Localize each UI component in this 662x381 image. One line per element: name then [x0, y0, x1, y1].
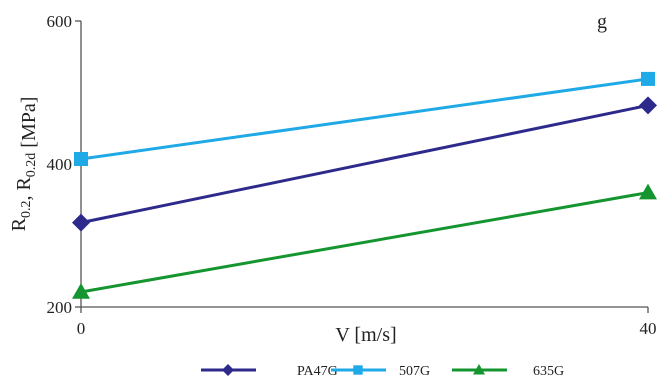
data-point-635G-0 — [72, 282, 90, 299]
y-tick-label: 200 — [47, 298, 73, 317]
y-axis-title: R0.2, R0.2d [MPa] — [8, 97, 40, 232]
y-tick-label: 400 — [47, 155, 73, 174]
legend-label: 507G — [399, 364, 430, 379]
chart-title-fragment: g — [597, 11, 607, 33]
legend-label: 635G — [533, 364, 564, 379]
legend-swatch-marker — [473, 364, 485, 375]
x-axis-title: V [m/s] — [335, 324, 396, 346]
legend-swatch-marker — [222, 364, 234, 376]
legend-label: PA47G — [297, 364, 338, 379]
x-tick-label: 40 — [640, 319, 657, 338]
legend-entry-635G: 635G — [452, 364, 564, 379]
series-layer — [72, 71, 657, 299]
data-point-507G-1 — [640, 71, 656, 86]
legend-entry-507G: 507G — [331, 364, 430, 379]
series-PA47G — [72, 96, 657, 232]
x-axis-ticks: 0 40 — [77, 307, 657, 338]
legend: PA47G 507G 635G — [201, 364, 564, 379]
x-tick-label: 0 — [77, 319, 86, 338]
legend-swatch-marker — [353, 365, 363, 375]
series-635G — [72, 183, 657, 299]
y-tick-label: 600 — [47, 12, 73, 31]
y-axis-ticks: 200 400 600 — [47, 12, 81, 317]
data-point-PA47G-1 — [639, 96, 657, 115]
data-point-635G-1 — [639, 183, 657, 200]
series-line-635G — [80, 191, 649, 294]
series-507G — [73, 71, 656, 167]
data-point-507G-0 — [73, 151, 89, 167]
data-point-PA47G-0 — [72, 213, 90, 232]
legend-entry-PA47G: PA47G — [201, 364, 338, 379]
series-line-PA47G — [80, 103, 649, 225]
series-line-507G — [80, 77, 649, 161]
